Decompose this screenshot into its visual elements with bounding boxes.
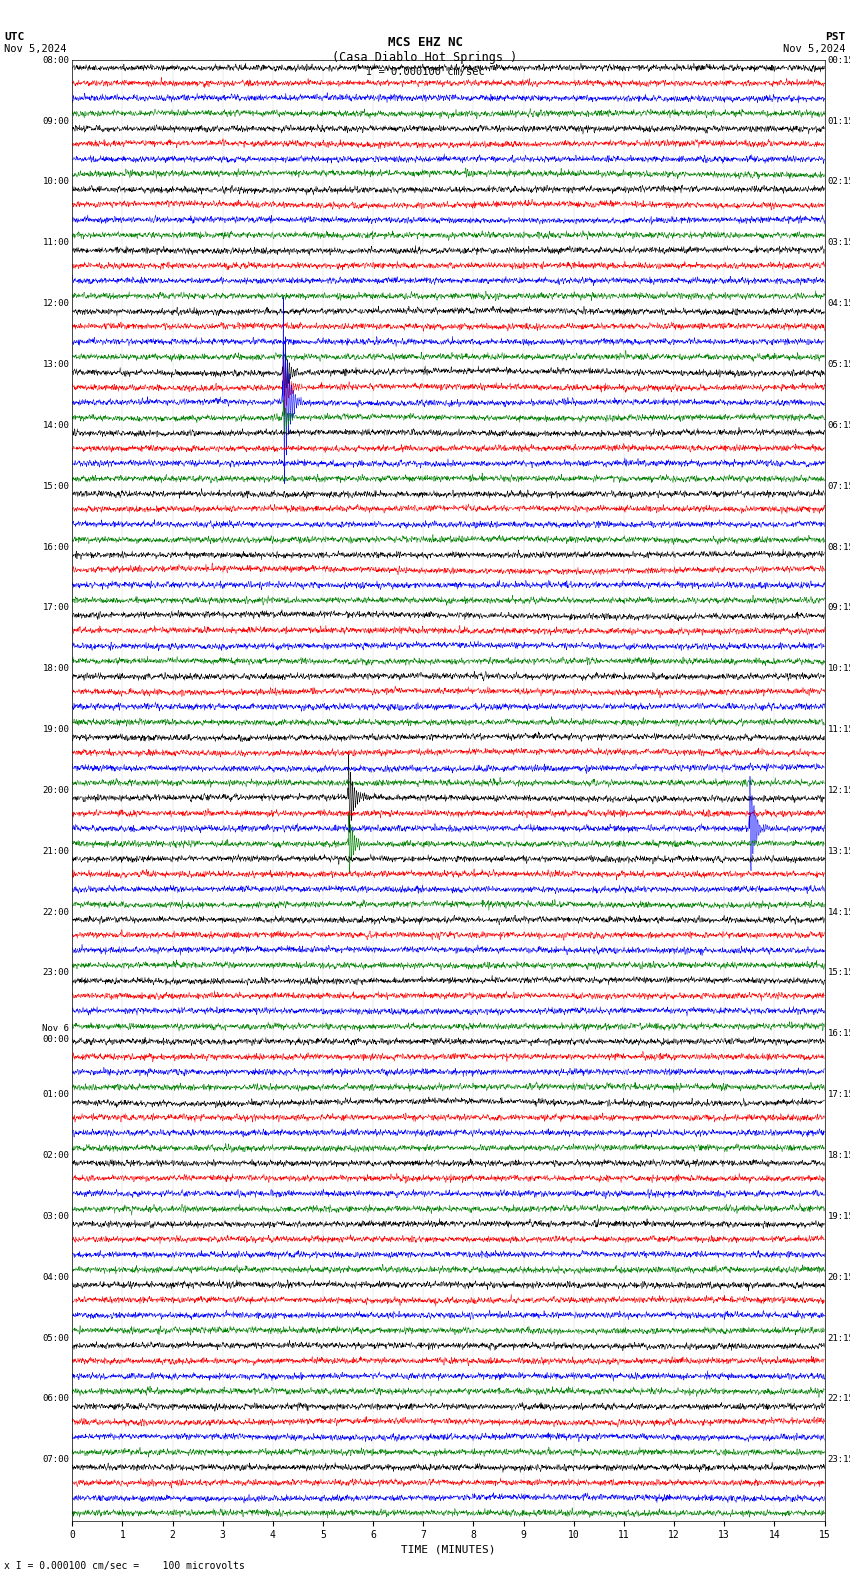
Text: 21:00: 21:00 — [42, 847, 69, 855]
Text: 21:15: 21:15 — [828, 1334, 850, 1343]
Text: 11:15: 11:15 — [828, 725, 850, 733]
Text: x I = 0.000100 cm/sec =    100 microvolts: x I = 0.000100 cm/sec = 100 microvolts — [4, 1562, 245, 1571]
Text: 15:00: 15:00 — [42, 482, 69, 491]
Text: 09:00: 09:00 — [42, 117, 69, 125]
Text: Nov 5,2024: Nov 5,2024 — [4, 44, 67, 54]
Text: 14:15: 14:15 — [828, 908, 850, 917]
Text: 01:15: 01:15 — [828, 117, 850, 125]
Text: 03:15: 03:15 — [828, 238, 850, 247]
Text: 18:15: 18:15 — [828, 1152, 850, 1159]
Text: 13:00: 13:00 — [42, 360, 69, 369]
Text: 02:15: 02:15 — [828, 177, 850, 187]
Text: UTC: UTC — [4, 32, 25, 41]
Text: 05:15: 05:15 — [828, 360, 850, 369]
Text: 03:00: 03:00 — [42, 1212, 69, 1221]
Text: 17:15: 17:15 — [828, 1090, 850, 1099]
Text: 07:00: 07:00 — [42, 1456, 69, 1464]
Text: 04:15: 04:15 — [828, 299, 850, 309]
Text: 16:00: 16:00 — [42, 542, 69, 551]
Text: 14:00: 14:00 — [42, 421, 69, 429]
Text: 08:15: 08:15 — [828, 542, 850, 551]
Text: 19:00: 19:00 — [42, 725, 69, 733]
Text: 07:15: 07:15 — [828, 482, 850, 491]
X-axis label: TIME (MINUTES): TIME (MINUTES) — [401, 1544, 496, 1554]
Text: 09:15: 09:15 — [828, 604, 850, 613]
Text: 23:15: 23:15 — [828, 1456, 850, 1464]
Text: Nov 5,2024: Nov 5,2024 — [783, 44, 846, 54]
Text: 11:00: 11:00 — [42, 238, 69, 247]
Text: 22:15: 22:15 — [828, 1394, 850, 1403]
Text: 12:15: 12:15 — [828, 786, 850, 795]
Text: 04:00: 04:00 — [42, 1272, 69, 1281]
Text: 02:00: 02:00 — [42, 1152, 69, 1159]
Text: 08:00: 08:00 — [42, 55, 69, 65]
Text: (Casa Diablo Hot Springs ): (Casa Diablo Hot Springs ) — [332, 51, 518, 63]
Text: 10:15: 10:15 — [828, 664, 850, 673]
Text: 20:00: 20:00 — [42, 786, 69, 795]
Text: I = 0.000100 cm/sec: I = 0.000100 cm/sec — [366, 67, 484, 76]
Text: 13:15: 13:15 — [828, 847, 850, 855]
Text: 17:00: 17:00 — [42, 604, 69, 613]
Text: PST: PST — [825, 32, 846, 41]
Text: Nov 6
00:00: Nov 6 00:00 — [42, 1025, 69, 1044]
Text: 20:15: 20:15 — [828, 1272, 850, 1281]
Text: 22:00: 22:00 — [42, 908, 69, 917]
Text: 12:00: 12:00 — [42, 299, 69, 309]
Text: 10:00: 10:00 — [42, 177, 69, 187]
Text: 23:00: 23:00 — [42, 968, 69, 977]
Text: 01:00: 01:00 — [42, 1090, 69, 1099]
Text: MCS EHZ NC: MCS EHZ NC — [388, 36, 462, 49]
Text: 06:00: 06:00 — [42, 1394, 69, 1403]
Text: 06:15: 06:15 — [828, 421, 850, 429]
Text: 16:15: 16:15 — [828, 1030, 850, 1039]
Text: 19:15: 19:15 — [828, 1212, 850, 1221]
Text: 18:00: 18:00 — [42, 664, 69, 673]
Text: 05:00: 05:00 — [42, 1334, 69, 1343]
Text: 15:15: 15:15 — [828, 968, 850, 977]
Text: 00:15: 00:15 — [828, 55, 850, 65]
